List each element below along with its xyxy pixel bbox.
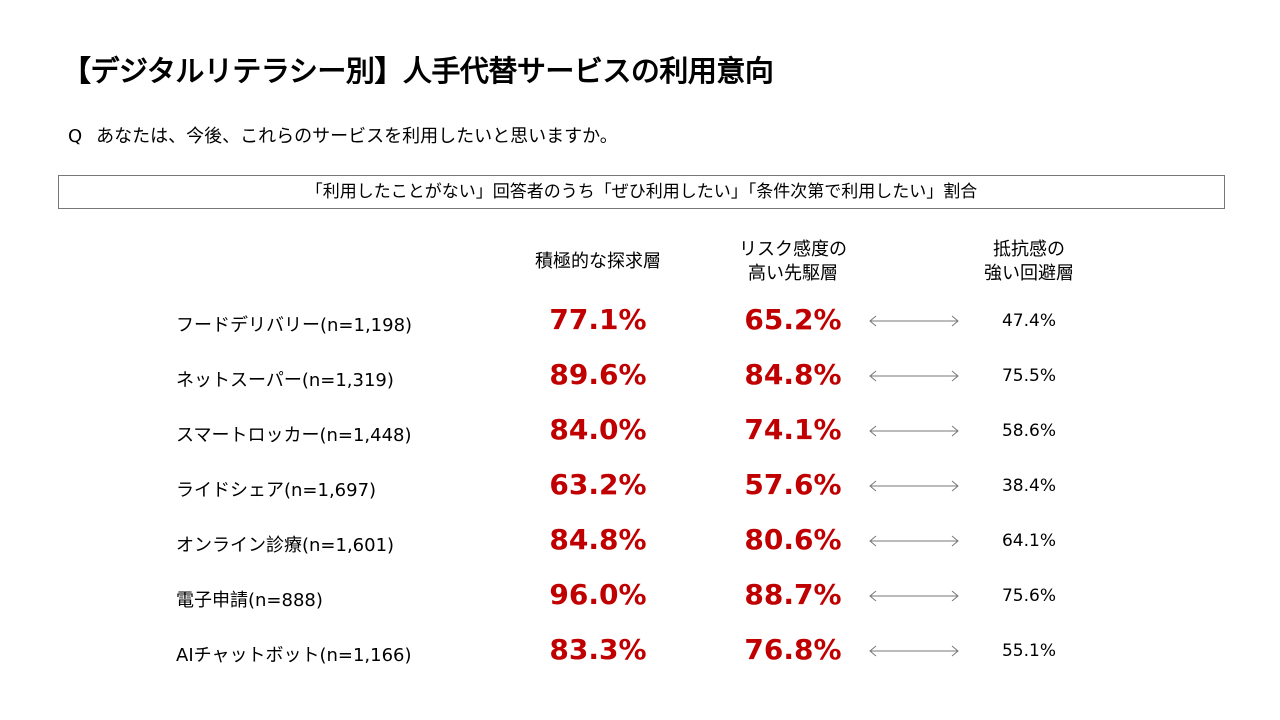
question-text: あなたは、今後、これらのサービスを利用したいと思いますか。 [96,126,618,147]
explorer-value: 89.6% [549,358,647,391]
explorer-value: 77.1% [549,303,647,336]
avoider-value: 75.5% [1001,366,1056,386]
explorer-value: 63.2% [549,468,647,501]
avoider-value: 55.1% [1001,641,1056,661]
pioneer-value: 80.6% [744,523,842,556]
column-header-pioneer: リスク感度の 高い先駆層 [693,238,893,286]
service-label: AIチャットボット(n=1,166) [176,645,412,666]
table-row: スマートロッカー(n=1,448) 84.0% 74.1% 58.6% [0,413,1280,453]
explorer-value: 84.8% [549,523,647,556]
double-arrow-icon [869,315,959,327]
pioneer-value: 88.7% [744,578,842,611]
double-arrow-icon [869,535,959,547]
page-title: 【デジタルリテラシー別】人手代替サービスの利用意向 [62,54,774,88]
pioneer-value: 76.8% [744,633,842,666]
column-header-line: リスク感度の [739,239,847,260]
avoider-value: 47.4% [1001,311,1056,331]
subset-label-box: 「利用したことがない」回答者のうち「ぜひ利用したい」「条件次第で利用したい」割合 [58,175,1225,209]
table-row: AIチャットボット(n=1,166) 83.3% 76.8% 55.1% [0,633,1280,673]
table-row: フードデリバリー(n=1,198) 77.1% 65.2% 47.4% [0,303,1280,343]
double-arrow-icon [869,370,959,382]
double-arrow-icon [869,425,959,437]
table-row: ネットスーパー(n=1,319) 89.6% 84.8% 75.5% [0,358,1280,398]
column-header-avoider: 抵抗感の 強い回避層 [929,238,1129,286]
column-header-line: 強い回避層 [984,263,1074,284]
service-label: フードデリバリー(n=1,198) [176,315,413,336]
service-label: ライドシェア(n=1,697) [176,480,377,501]
pioneer-value: 65.2% [744,303,842,336]
explorer-value: 83.3% [549,633,647,666]
avoider-value: 64.1% [1001,531,1056,551]
service-label: 電子申請(n=888) [176,590,323,611]
explorer-value: 84.0% [549,413,647,446]
avoider-value: 58.6% [1001,421,1056,441]
explorer-value: 96.0% [549,578,647,611]
pioneer-value: 74.1% [744,413,842,446]
double-arrow-icon [869,480,959,492]
service-label: スマートロッカー(n=1,448) [176,425,412,446]
table-row: ライドシェア(n=1,697) 63.2% 57.6% 38.4% [0,468,1280,508]
double-arrow-icon [869,645,959,657]
table-row: オンライン診療(n=1,601) 84.8% 80.6% 64.1% [0,523,1280,563]
question-marker: Q [68,126,83,147]
column-header-line: 積極的な探求層 [535,251,661,272]
service-label: オンライン診療(n=1,601) [176,535,395,556]
survey-question: Q あなたは、今後、これらのサービスを利用したいと思いますか。 [68,122,618,148]
pioneer-value: 57.6% [744,468,842,501]
table-row: 電子申請(n=888) 96.0% 88.7% 75.6% [0,578,1280,618]
service-label: ネットスーパー(n=1,319) [176,370,394,391]
avoider-value: 38.4% [1001,476,1056,496]
pioneer-value: 84.8% [744,358,842,391]
column-header-line: 抵抗感の [993,239,1065,260]
avoider-value: 75.6% [1001,586,1056,606]
column-header-explorer: 積極的な探求層 [498,250,698,274]
column-header-line: 高い先駆層 [748,263,838,284]
double-arrow-icon [869,590,959,602]
